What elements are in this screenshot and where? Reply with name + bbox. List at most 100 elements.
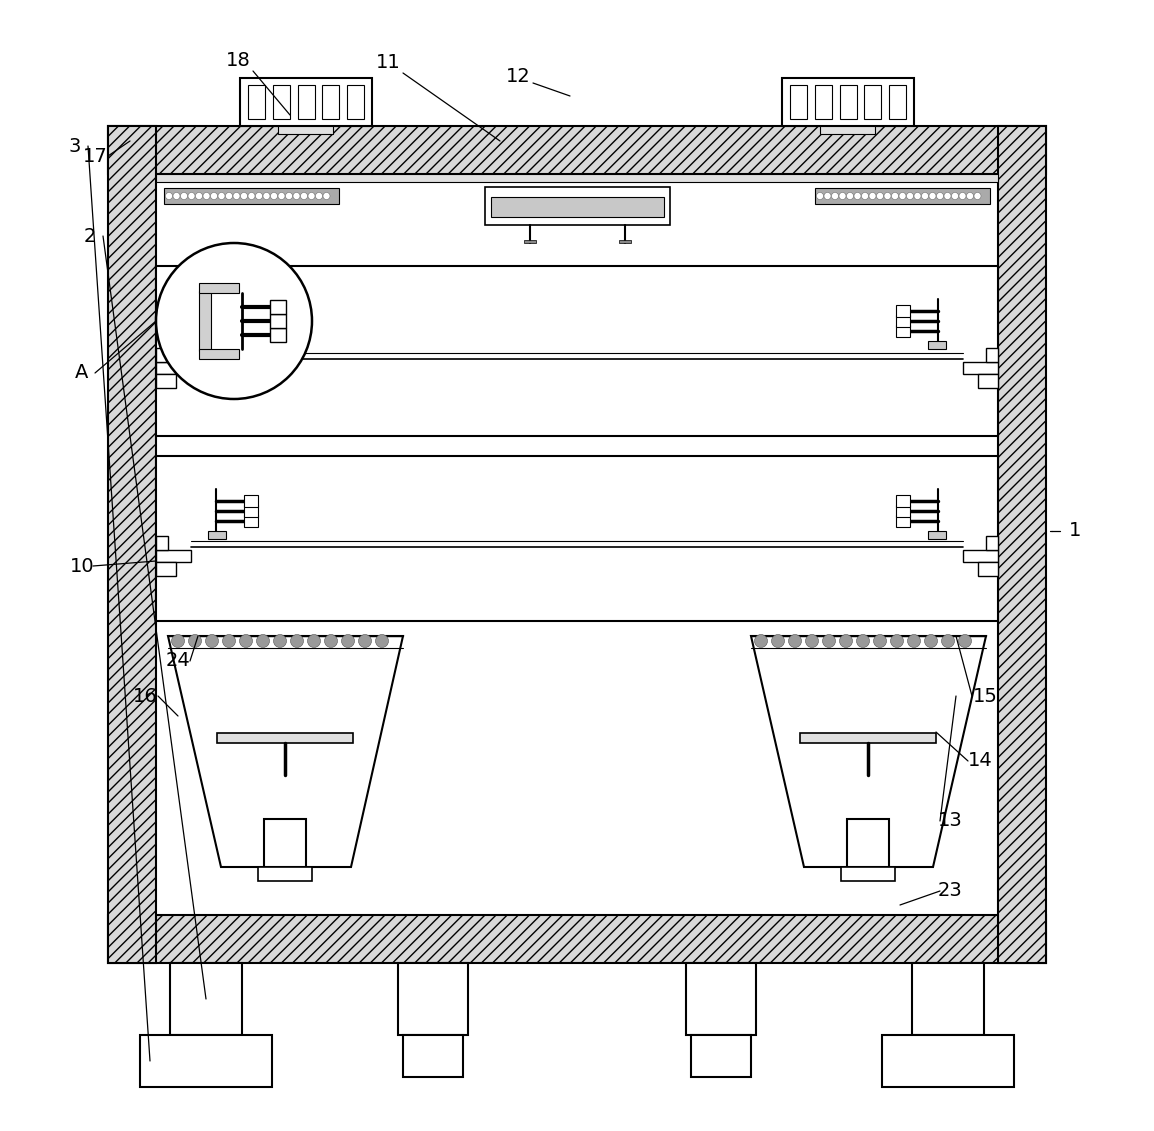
Circle shape [308,192,315,199]
Bar [403,1035,463,1077]
Bar [864,85,882,119]
Bar [820,126,875,133]
Bar [524,240,535,243]
Bar [270,314,286,328]
Bar [156,562,177,576]
Circle shape [233,192,240,199]
Text: 17: 17 [83,147,107,165]
Bar [890,85,906,119]
Bar [198,349,239,359]
Text: 11: 11 [375,53,400,72]
Circle shape [839,634,853,648]
Circle shape [210,192,217,199]
Circle shape [165,192,172,199]
Bar [815,188,990,204]
Bar [108,126,1046,174]
Bar [164,188,339,204]
Text: 2: 2 [84,226,96,245]
Bar [208,530,226,539]
Circle shape [263,192,270,199]
Circle shape [278,192,285,199]
Text: 16: 16 [133,687,157,706]
Bar [928,342,946,349]
Circle shape [291,634,304,648]
Bar [156,536,168,550]
Circle shape [307,634,321,648]
Bar [156,374,177,388]
Circle shape [847,192,854,199]
Circle shape [300,192,307,199]
Circle shape [924,634,937,648]
Bar [272,85,290,119]
Bar [243,325,258,337]
Circle shape [270,192,277,199]
Text: 15: 15 [973,687,997,706]
Circle shape [218,192,225,199]
Bar [243,305,258,317]
Bar [156,174,998,182]
Circle shape [342,634,354,648]
Circle shape [788,634,802,648]
Circle shape [323,192,330,199]
Bar [782,78,914,126]
Circle shape [891,634,904,648]
Bar [198,291,211,351]
Circle shape [899,192,906,199]
Bar [685,962,756,1035]
Bar [248,85,264,119]
Circle shape [839,192,846,199]
Text: 14: 14 [967,751,992,770]
Bar [243,515,258,527]
Circle shape [823,634,835,648]
Bar [258,867,312,881]
Circle shape [869,192,876,199]
Bar [847,819,889,867]
Circle shape [856,634,869,648]
Bar [208,342,226,349]
Circle shape [293,192,300,199]
Bar [140,1035,272,1087]
Bar [485,187,670,225]
Text: 12: 12 [505,67,531,86]
Bar [298,85,315,119]
Circle shape [884,192,891,199]
Circle shape [937,192,944,199]
Bar [156,362,192,374]
Bar [490,197,664,217]
Bar [156,550,192,562]
Circle shape [874,634,886,648]
Bar [243,506,258,517]
Circle shape [907,192,914,199]
Bar [322,85,339,119]
Bar [264,819,306,867]
Text: 23: 23 [937,881,962,900]
Polygon shape [168,636,403,867]
Bar [841,867,896,881]
Bar [108,126,156,962]
Bar [896,495,911,507]
Circle shape [324,634,337,648]
Bar [243,316,258,327]
Bar [896,325,911,337]
Bar [896,506,911,517]
Bar [986,348,998,362]
Circle shape [942,634,954,648]
Bar [217,733,353,742]
Bar [270,328,286,342]
Text: 10: 10 [69,556,95,576]
Bar [156,456,998,621]
Circle shape [805,634,818,648]
Circle shape [929,192,936,199]
Circle shape [772,634,785,648]
Circle shape [172,634,185,648]
Circle shape [974,192,981,199]
Bar [198,283,239,293]
Bar [839,85,856,119]
Circle shape [248,192,255,199]
Bar [156,348,168,362]
Circle shape [240,192,247,199]
Bar [912,962,984,1035]
Circle shape [967,192,974,199]
Bar [619,240,631,243]
Circle shape [256,634,270,648]
